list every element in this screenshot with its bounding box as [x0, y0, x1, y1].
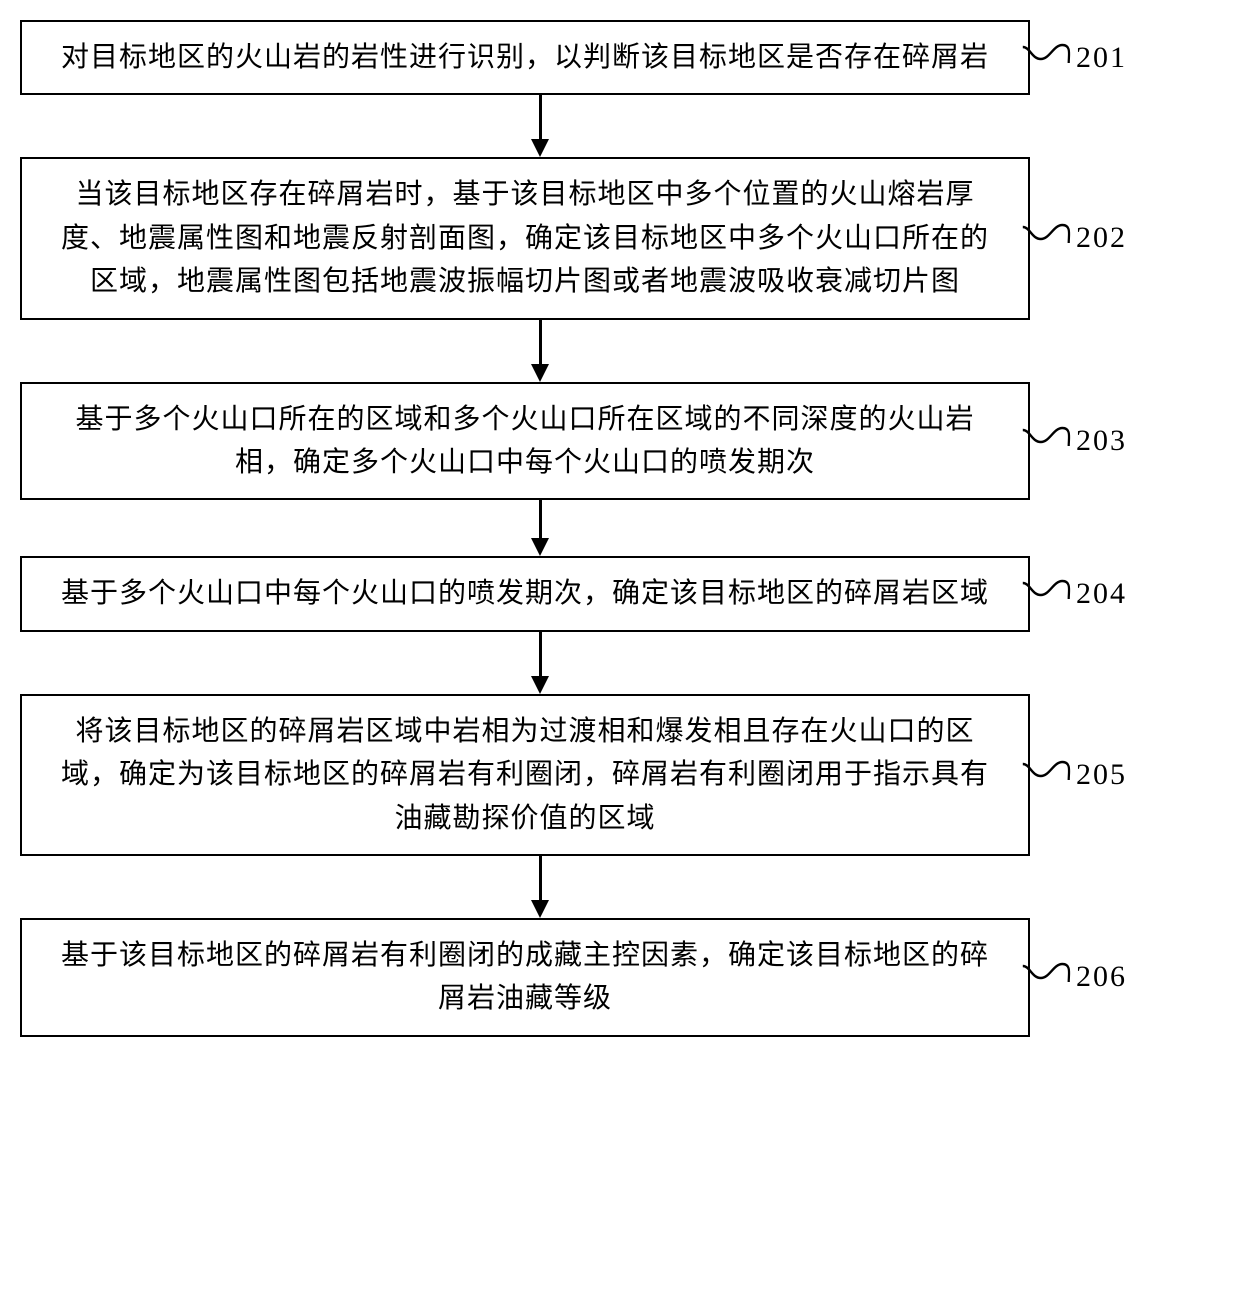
flow-step-label: 201	[1076, 41, 1127, 75]
flow-step-box: 对目标地区的火山岩的岩性进行识别，以判断该目标地区是否存在碎屑岩	[20, 20, 1030, 95]
flow-step-box: 当该目标地区存在碎屑岩时，基于该目标地区中多个位置的火山熔岩厚度、地震属性图和地…	[20, 157, 1030, 319]
flow-step-row: 将该目标地区的碎屑岩区域中岩相为过渡相和爆发相且存在火山口的区域，确定为该目标地…	[20, 694, 1200, 856]
flow-step-box: 基于该目标地区的碎屑岩有利圈闭的成藏主控因素，确定该目标地区的碎屑岩油藏等级	[20, 918, 1030, 1037]
flow-arrow-wrap	[540, 500, 680, 556]
flow-step-label-col: 206	[1025, 960, 1127, 994]
flow-step-box: 基于多个火山口中每个火山口的喷发期次，确定该目标地区的碎屑岩区域	[20, 556, 1030, 631]
flow-step-label: 203	[1076, 424, 1127, 458]
flow-step-label-col: 205	[1025, 758, 1127, 792]
squiggle-icon	[1021, 424, 1071, 454]
flow-step-row: 基于多个火山口中每个火山口的喷发期次，确定该目标地区的碎屑岩区域 204	[20, 556, 1200, 631]
flow-step-box: 将该目标地区的碎屑岩区域中岩相为过渡相和爆发相且存在火山口的区域，确定为该目标地…	[20, 694, 1030, 856]
squiggle-icon	[1021, 577, 1071, 607]
flow-step-row: 对目标地区的火山岩的岩性进行识别，以判断该目标地区是否存在碎屑岩 201	[20, 20, 1200, 95]
flow-step-box: 基于多个火山口所在的区域和多个火山口所在区域的不同深度的火山岩相，确定多个火山口…	[20, 382, 1030, 501]
squiggle-icon	[1021, 41, 1071, 71]
flow-arrow-wrap	[540, 95, 680, 157]
flowchart-container: 对目标地区的火山岩的岩性进行识别，以判断该目标地区是否存在碎屑岩 201 当该目标地…	[20, 20, 1200, 1037]
flow-step-row: 基于多个火山口所在的区域和多个火山口所在区域的不同深度的火山岩相，确定多个火山口…	[20, 382, 1200, 501]
flow-step-label-col: 202	[1025, 221, 1127, 255]
flow-step-label-col: 203	[1025, 424, 1127, 458]
flow-step-row: 基于该目标地区的碎屑岩有利圈闭的成藏主控因素，确定该目标地区的碎屑岩油藏等级 20…	[20, 918, 1200, 1037]
flow-step-label: 202	[1076, 221, 1127, 255]
flow-arrow-wrap	[540, 856, 680, 918]
squiggle-icon	[1021, 221, 1071, 251]
flow-arrow-wrap	[540, 320, 680, 382]
squiggle-icon	[1021, 758, 1071, 788]
squiggle-icon	[1021, 960, 1071, 990]
flow-arrow-wrap	[540, 632, 680, 694]
flow-step-label: 204	[1076, 577, 1127, 611]
flow-step-row: 当该目标地区存在碎屑岩时，基于该目标地区中多个位置的火山熔岩厚度、地震属性图和地…	[20, 157, 1200, 319]
flow-step-label-col: 204	[1025, 577, 1127, 611]
flow-step-label: 205	[1076, 758, 1127, 792]
flow-step-label-col: 201	[1025, 41, 1127, 75]
flow-step-label: 206	[1076, 960, 1127, 994]
